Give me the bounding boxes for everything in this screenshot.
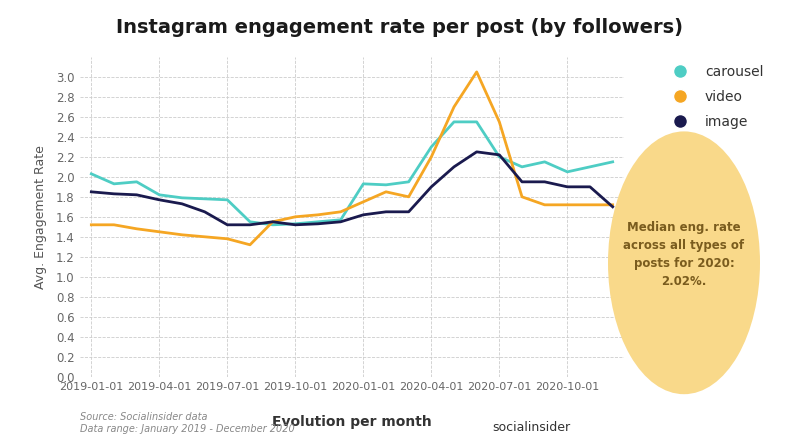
Text: Median eng. rate
across all types of
posts for 2020:
2.02%.: Median eng. rate across all types of pos… (623, 221, 745, 287)
Legend: carousel, video, image: carousel, video, image (661, 60, 769, 135)
Text: Evolution per month: Evolution per month (272, 415, 432, 429)
Text: socialinsider: socialinsider (492, 420, 570, 434)
Text: Source: Socialinsider data
Data range: January 2019 - December 2020: Source: Socialinsider data Data range: J… (80, 412, 294, 434)
Text: Instagram engagement rate per post (by followers): Instagram engagement rate per post (by f… (117, 18, 683, 36)
Y-axis label: Avg. Engagement Rate: Avg. Engagement Rate (34, 145, 47, 289)
